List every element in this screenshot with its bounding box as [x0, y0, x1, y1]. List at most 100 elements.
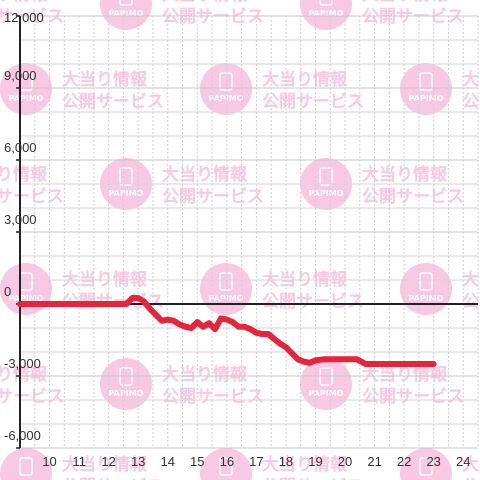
x-tick-label: 17: [249, 454, 263, 469]
watermark-line2: 公開サービス: [362, 387, 464, 407]
watermark-phone-icon: [319, 167, 333, 186]
watermark-line1: 大当り情報: [362, 0, 448, 5]
watermark-phone-icon: [219, 457, 233, 476]
watermark-line2: 公開サービス: [162, 7, 264, 27]
grid-layer: [20, 15, 479, 449]
watermark-phone-icon: [19, 457, 33, 476]
watermark-line2: 公開サービス: [62, 477, 164, 480]
x-tick-label: 19: [308, 454, 322, 469]
watermark-phone-icon: [219, 72, 233, 91]
watermark-logo-text: PAPIMO: [109, 9, 144, 18]
x-tick-label: 24: [456, 454, 470, 469]
watermark-phone-icon: [319, 0, 333, 6]
watermark-circle: [400, 63, 452, 115]
watermark-line2: 公開サービス: [0, 7, 64, 27]
watermark-line1: 大当り情報: [0, 364, 48, 385]
watermark-line2: 公開サービス: [0, 387, 64, 407]
watermark-circle: [0, 448, 52, 480]
watermark-line1: 大当り情報: [62, 69, 148, 90]
x-tick-label: 18: [279, 454, 293, 469]
y-tick-label: 3,000: [4, 212, 37, 227]
watermark-circle: [200, 448, 252, 480]
x-tick-label: 21: [367, 454, 381, 469]
tick-labels-layer: -6,000 -3,000 0 3,000 6,000 9,000 12,000 10 11 12…: [4, 10, 470, 469]
watermark-line1: 大当り情報: [462, 69, 480, 90]
x-tick-label: 23: [426, 454, 440, 469]
watermark-line1: 大当り情報: [162, 164, 248, 185]
watermark-phone-icon: [419, 272, 433, 291]
watermark-line2: 公開サービス: [62, 92, 164, 112]
watermark-line2: 公開サービス: [462, 92, 480, 112]
x-tick-label: 11: [72, 454, 86, 469]
watermark-line1: 大当り情報: [362, 364, 448, 385]
watermark-logo-text: PAPIMO: [209, 294, 244, 303]
watermark-line1: 大当り情報: [162, 0, 248, 5]
watermark-line2: 公開サービス: [162, 387, 264, 407]
watermark-phone-icon: [219, 272, 233, 291]
watermark-circle: [200, 263, 252, 315]
y-tick-label: 6,000: [4, 140, 37, 155]
watermark-line2: 公開サービス: [362, 7, 464, 27]
watermark-line2: 公開サービス: [262, 92, 364, 112]
x-tick-label: 10: [42, 454, 56, 469]
x-tick-label: 12: [101, 454, 115, 469]
watermark-line1: 大当り情報: [162, 364, 248, 385]
y-tick-label: 9,000: [4, 68, 37, 83]
watermark-logo-text: PAPIMO: [309, 389, 344, 398]
watermark-line1: 大当り情報: [262, 454, 348, 475]
watermark-circle: [200, 63, 252, 115]
watermark-circle: [100, 358, 152, 410]
watermark-line2: 公開サービス: [362, 187, 464, 207]
watermark-line1: 大当り情報: [462, 454, 480, 475]
x-tick-label: 20: [338, 454, 352, 469]
watermark-logo-text: PAPIMO: [9, 294, 44, 303]
watermark-logo-text: PAPIMO: [109, 389, 144, 398]
x-tick-label: 13: [131, 454, 145, 469]
x-tick-label: 16: [220, 454, 234, 469]
watermark-circle: [300, 0, 352, 30]
watermark-phone-icon: [419, 72, 433, 91]
series-layer: [17, 295, 437, 367]
watermark-line2: 公開サービス: [262, 292, 364, 312]
watermark-logo-text: PAPIMO: [309, 189, 344, 198]
watermark-logo-text: PAPIMO: [409, 94, 444, 103]
watermark-line1: 大当り情報: [362, 164, 448, 185]
watermark-line2: 公開サービス: [0, 187, 64, 207]
y-tick-label: 12,000: [4, 10, 44, 25]
watermark-line1: 大当り情報: [262, 69, 348, 90]
watermark-circle: [300, 358, 352, 410]
series-line: [17, 295, 437, 367]
watermark-circle: [400, 263, 452, 315]
y-tick-label: -3,000: [4, 356, 41, 371]
watermark-phone-icon: [119, 0, 133, 6]
x-tick-label: 22: [397, 454, 411, 469]
watermark-line2: 公開サービス: [162, 187, 264, 207]
watermark-line2: 公開サービス: [462, 292, 480, 312]
watermark-line1: 大当り情報: [0, 0, 48, 5]
watermark-logo-text: PAPIMO: [9, 94, 44, 103]
watermark-logo-text: PAPIMO: [109, 189, 144, 198]
watermark-circle: [0, 63, 52, 115]
y-tick-label: -6,000: [4, 428, 41, 443]
watermark-logo-text: PAPIMO: [209, 94, 244, 103]
x-tick-label: 14: [161, 454, 175, 469]
watermark-circle: [400, 448, 452, 480]
watermark-circle: [100, 0, 152, 30]
watermark-phone-icon: [119, 167, 133, 186]
watermark-line2: 公開サービス: [462, 477, 480, 480]
